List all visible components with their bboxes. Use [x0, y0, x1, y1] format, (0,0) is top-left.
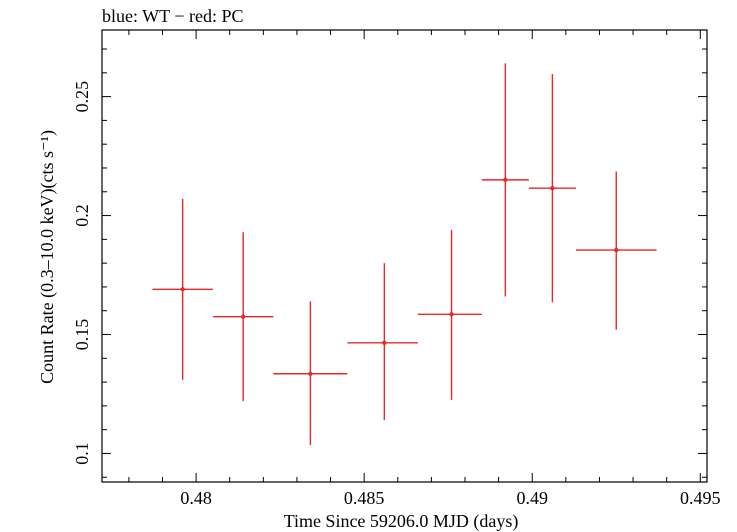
data-point: [503, 177, 508, 183]
data-point-group: [417, 229, 482, 400]
data-point-group: [481, 63, 529, 297]
data-point: [550, 186, 555, 191]
data-point-group: [273, 301, 348, 446]
data-point: [180, 287, 185, 292]
axis-ticks: 0.48 0.485 0.49 0.495 0.1 0.15 0.2 0.25: [72, 30, 721, 508]
chart-title: blue: WT − red: PC: [102, 6, 243, 26]
y-tick-label: 0.15: [72, 319, 92, 351]
data-marks: [152, 63, 657, 446]
data-point: [382, 340, 387, 346]
y-axis-label: Count Rate (0.3–10.0 keV)(cts s⁻¹): [37, 130, 58, 384]
data-point-group: [152, 198, 213, 380]
data-point: [240, 314, 246, 319]
y-tick-label: 0.1: [72, 442, 92, 465]
data-point-group: [347, 263, 418, 421]
data-point-group: [528, 74, 576, 303]
data-point: [449, 312, 454, 317]
x-tick-label: 0.48: [180, 488, 212, 508]
x-tick-label: 0.495: [680, 488, 721, 508]
x-axis-label: Time Since 59206.0 MJD (days): [284, 511, 519, 532]
y-tick-label: 0.2: [72, 204, 92, 227]
x-tick-label: 0.485: [344, 488, 385, 508]
data-point-group: [212, 232, 274, 402]
data-point-group: [575, 171, 657, 330]
y-tick-label: 0.25: [72, 81, 92, 113]
plot-border: [101, 29, 708, 483]
data-point: [308, 371, 313, 376]
x-tick-label: 0.49: [516, 488, 548, 508]
data-point: [614, 247, 619, 253]
plot-frame: [101, 29, 708, 483]
